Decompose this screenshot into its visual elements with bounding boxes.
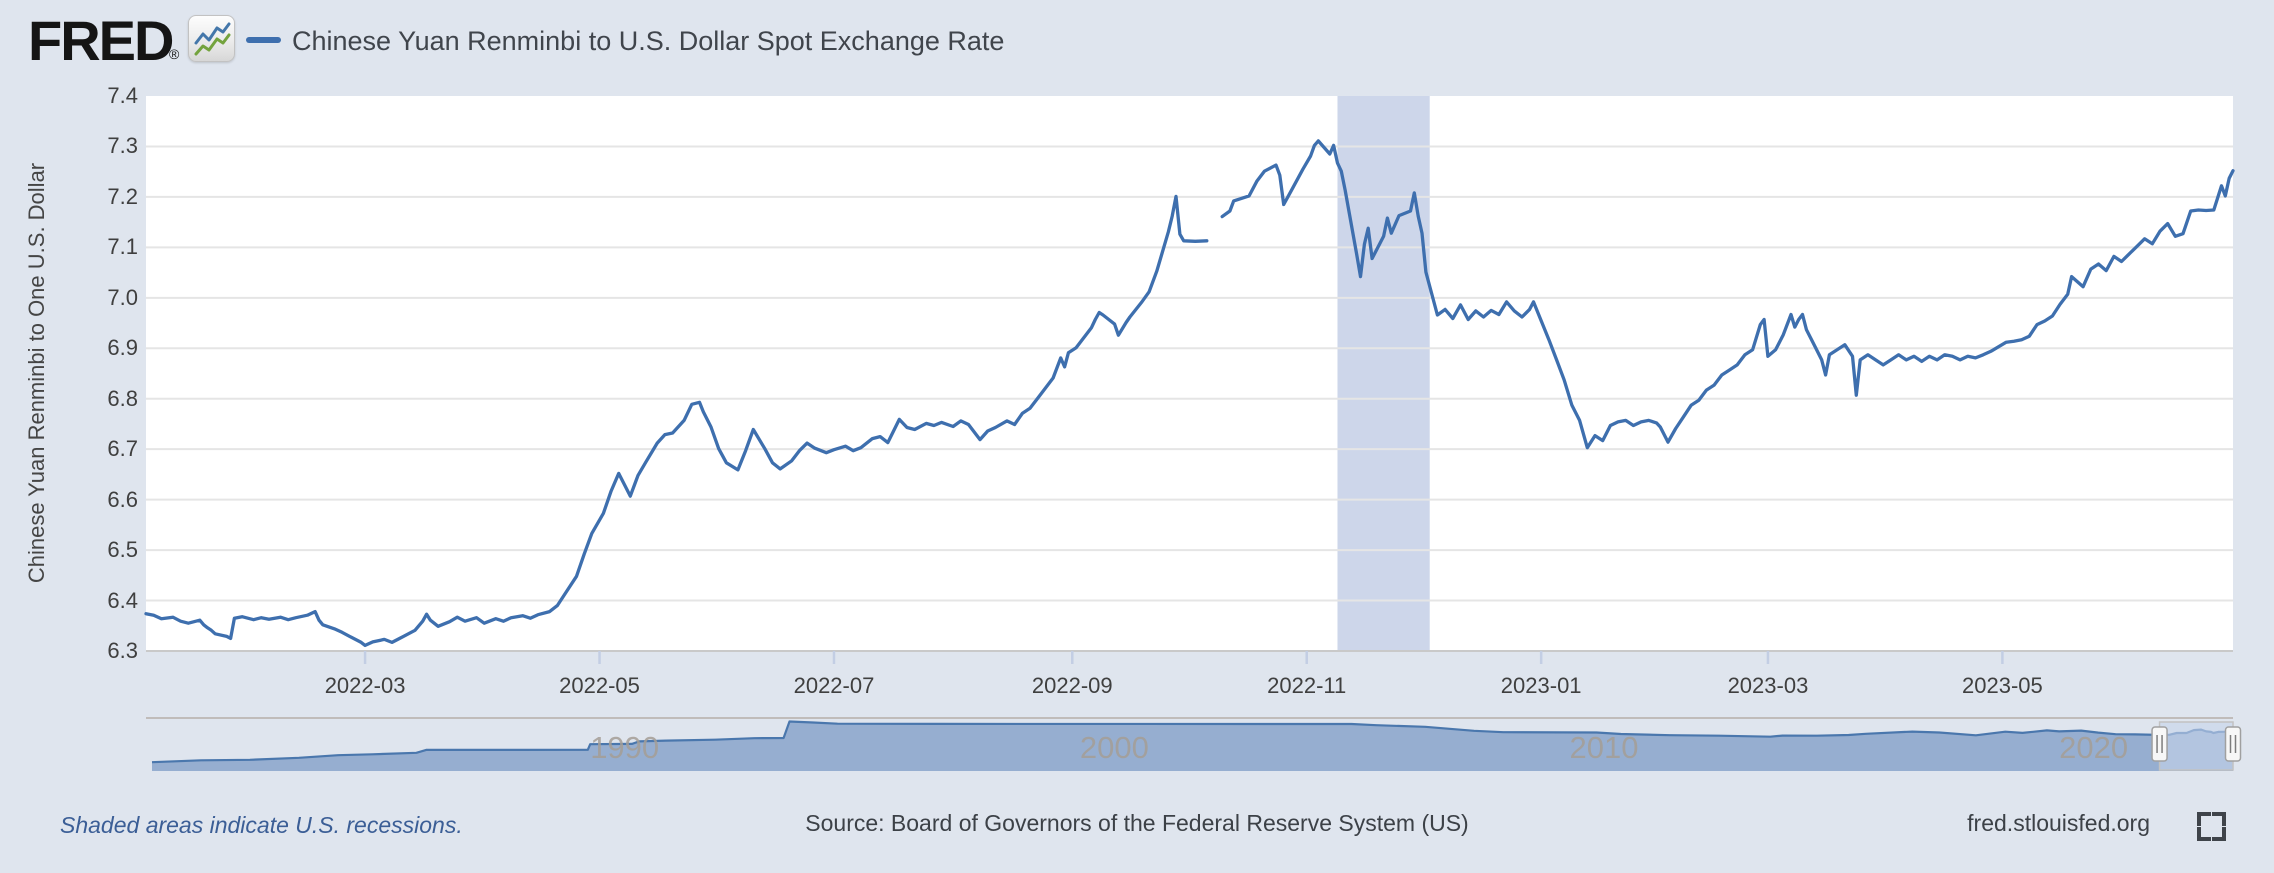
y-tick-label: 7.3 <box>107 133 138 159</box>
navigator-area[interactable] <box>152 721 2233 772</box>
fred-logo[interactable]: FRED <box>28 9 174 72</box>
navigator-decade-label: 2000 <box>1079 730 1149 765</box>
x-tick-label: 2023-03 <box>1727 673 1809 698</box>
recession-note: Shaded areas indicate U.S. recessions. <box>60 812 463 838</box>
slider-handle-left[interactable] <box>2151 726 2168 762</box>
slider-handle-right[interactable] <box>2224 726 2242 762</box>
x-tick-label: 2023-01 <box>1500 673 1582 698</box>
y-tick-label: 7.4 <box>107 83 138 108</box>
x-tick-label: 2023-05 <box>1962 673 2043 698</box>
x-tick-label: 2022-09 <box>1031 673 1113 698</box>
fred-sparkline-icon <box>188 15 235 62</box>
y-tick-label: 6.9 <box>107 335 138 361</box>
x-tick-label: 2022-07 <box>793 673 875 698</box>
navigator-decade-label: 2010 <box>1569 730 1639 765</box>
exchange-rate-line <box>144 194 1209 648</box>
y-tick-label: 6.3 <box>107 638 138 663</box>
y-tick-label: 6.7 <box>107 436 138 462</box>
fullscreen-icon[interactable] <box>2196 811 2227 842</box>
series-legend-dash-icon <box>246 37 281 43</box>
navigator-selection[interactable] <box>2158 721 2234 771</box>
exchange-rate-line <box>1220 139 2235 450</box>
series-legend-label: Chinese Yuan Renminbi to U.S. Dollar Spo… <box>292 26 1005 56</box>
plot-area[interactable] <box>146 96 2233 651</box>
y-tick-label: 7.2 <box>107 183 138 209</box>
x-tick-label: 2022-05 <box>559 673 640 698</box>
x-tick-label: 2022-11 <box>1267 673 1347 698</box>
x-tick-label: 2022-03 <box>324 673 406 698</box>
y-tick-label: 6.4 <box>107 587 138 613</box>
y-tick-label: 7.1 <box>107 234 138 260</box>
navigator-decade-label: 2020 <box>2059 730 2129 765</box>
y-axis-title: Chinese Yuan Renminbi to One U.S. Dollar <box>24 162 49 584</box>
recession-shaded-band <box>1337 96 1430 651</box>
fred-site-link[interactable]: fred.stlouisfed.org <box>1967 810 2150 836</box>
y-tick-label: 7.0 <box>107 284 138 310</box>
source-attribution: Source: Board of Governors of the Federa… <box>805 810 1469 836</box>
y-tick-label: 6.6 <box>107 486 138 512</box>
navigator-decade-label: 1990 <box>590 730 660 765</box>
y-tick-label: 6.5 <box>107 537 138 563</box>
registered-trademark: ® <box>169 46 180 62</box>
y-tick-label: 6.8 <box>107 385 138 411</box>
